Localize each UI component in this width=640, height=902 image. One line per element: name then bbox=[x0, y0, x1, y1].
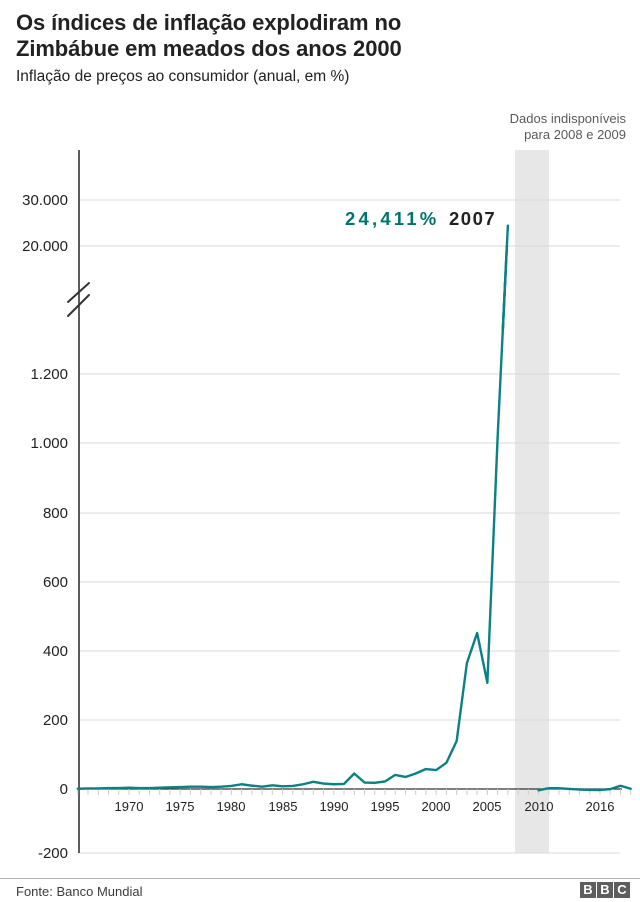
svg-text:1.000: 1.000 bbox=[30, 435, 68, 452]
svg-text:400: 400 bbox=[43, 643, 68, 660]
svg-text:30.000: 30.000 bbox=[22, 192, 68, 209]
svg-text:200: 200 bbox=[43, 712, 68, 729]
svg-text:1980: 1980 bbox=[217, 799, 246, 814]
svg-text:1970: 1970 bbox=[115, 799, 144, 814]
svg-text:24,411%: 24,411% bbox=[345, 208, 439, 229]
svg-text:-200: -200 bbox=[38, 845, 68, 862]
svg-text:1975: 1975 bbox=[166, 799, 195, 814]
svg-text:800: 800 bbox=[43, 505, 68, 522]
svg-text:2000: 2000 bbox=[422, 799, 451, 814]
svg-text:1.200: 1.200 bbox=[30, 366, 68, 383]
svg-text:2016: 2016 bbox=[586, 799, 615, 814]
svg-text:0: 0 bbox=[60, 781, 68, 798]
svg-text:2005: 2005 bbox=[473, 799, 502, 814]
svg-text:1985: 1985 bbox=[269, 799, 298, 814]
svg-text:600: 600 bbox=[43, 574, 68, 591]
svg-text:2010: 2010 bbox=[525, 799, 554, 814]
svg-text:20.000: 20.000 bbox=[22, 238, 68, 255]
svg-text:2007: 2007 bbox=[449, 208, 496, 229]
svg-text:1990: 1990 bbox=[320, 799, 349, 814]
svg-text:1995: 1995 bbox=[371, 799, 400, 814]
